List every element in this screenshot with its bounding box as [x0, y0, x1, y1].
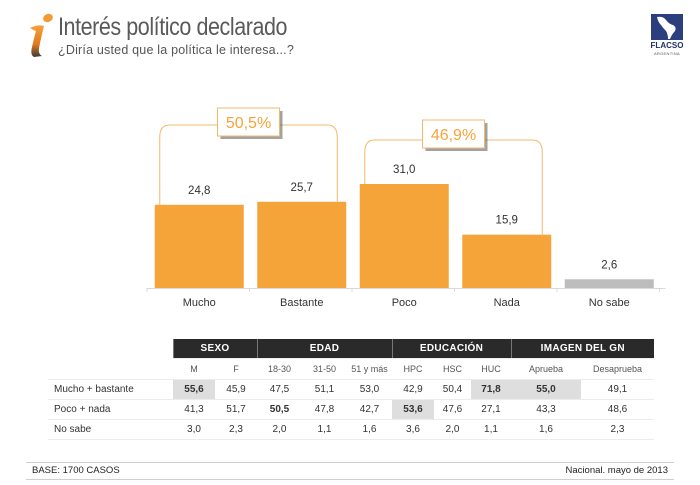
group-header-row: SEXO EDAD EDUCACIÓN IMAGEN DEL GN — [48, 339, 654, 359]
table-cell: 49,1 — [581, 379, 654, 400]
table-cell: 1,1 — [302, 419, 347, 440]
table-cell: 3,0 — [173, 419, 215, 440]
column-header: Aprueba — [511, 358, 581, 380]
annotation-label: 46,9% — [431, 127, 476, 144]
group-header: EDAD — [256, 339, 392, 359]
table-cell: 47,5 — [257, 379, 302, 400]
row-label: Poco + nada — [48, 399, 173, 420]
bar-no-sabe — [564, 279, 654, 288]
column-header: 51 y más — [347, 358, 392, 380]
logo-text: FLACSO — [650, 41, 684, 50]
table-cell: 2,0 — [257, 419, 302, 440]
table-cell: 42,7 — [347, 399, 392, 420]
column-header: M — [173, 358, 215, 380]
table-cell: 2,3 — [215, 419, 257, 440]
table-cell: 43,3 — [511, 399, 581, 420]
table-cell: 55,6 — [173, 379, 215, 400]
data-label: 15,9 — [496, 215, 518, 227]
crosstab-table-container: SEXO EDAD EDUCACIÓN IMAGEN DEL GN M F 18-30 31-… — [48, 339, 654, 440]
bar-poco — [359, 184, 449, 288]
column-header: HPC — [392, 358, 434, 380]
table-cell: 47,6 — [434, 399, 471, 420]
category-label: Nada — [494, 297, 521, 309]
table-cell: 55,0 — [511, 379, 581, 400]
column-header: F — [215, 358, 257, 380]
table-cell: 51,7 — [215, 399, 257, 420]
row-label: Mucho + bastante — [48, 379, 173, 400]
bar-mucho — [154, 204, 244, 288]
table-cell: 2,0 — [434, 419, 471, 440]
table-cell: 50,5 — [257, 399, 302, 420]
bar-bastante — [257, 201, 347, 288]
category-label: Poco — [392, 297, 417, 309]
data-label: 2,6 — [601, 259, 617, 271]
latin-america-map-icon — [651, 14, 683, 40]
table-cell: 2,3 — [581, 419, 654, 440]
table-cell: 27,1 — [471, 399, 511, 420]
crosstab-table: SEXO EDAD EDUCACIÓN IMAGEN DEL GN M F 18-30 31-… — [48, 339, 654, 440]
table-cell: 41,3 — [173, 399, 215, 420]
annotation-box — [422, 119, 485, 149]
column-header: HSC — [434, 358, 471, 380]
group-header: SEXO — [172, 339, 257, 359]
bar-nada — [462, 234, 552, 288]
table-cell: 1,6 — [511, 419, 581, 440]
table-cell: 1,6 — [347, 419, 392, 440]
annotation-label: 50,5% — [226, 115, 271, 132]
data-label: 25,7 — [291, 182, 313, 194]
info-logo-icon — [30, 13, 53, 57]
table-row: Mucho + bastante 55,6 45,9 47,5 51,1 53,0 42,9… — [48, 379, 654, 400]
logo-subtext: ARGENTINA — [653, 51, 681, 56]
table-cell: 53,6 — [392, 399, 434, 420]
column-header: HUC — [471, 358, 511, 380]
table-cell: 71,8 — [471, 379, 511, 400]
column-header: 31-50 — [302, 358, 347, 380]
data-label: 31,0 — [393, 164, 415, 176]
data-label: 24,8 — [188, 185, 210, 197]
column-header: Desaprueba — [581, 358, 654, 380]
page-subtitle: ¿Diría usted que la política le interesa… — [58, 43, 295, 57]
table-cell: 51,1 — [302, 379, 347, 400]
table-row: Poco + nada 41,3 51,7 50,5 47,8 42,7 53,6 47,6 2… — [48, 399, 654, 420]
corner-cell — [48, 339, 173, 358]
bar-chart: 24,8 Mucho 25,7 Bastante 31,0 Poco 15,9 Nada 2,6… — [146, 107, 666, 309]
base-sample-size: BASE: 1700 CASOS — [32, 465, 120, 476]
table-cell: 1,1 — [471, 419, 511, 440]
category-label: No sabe — [589, 297, 630, 309]
column-header: 18-30 — [257, 358, 302, 380]
row-label: No sabe — [48, 419, 173, 440]
corner-cell — [48, 358, 173, 380]
annotation-box — [217, 107, 280, 137]
table-row: No sabe 3,0 2,3 2,0 1,1 1,6 3,6 2,0 1,1 1,6 2,3 — [48, 419, 654, 440]
table-cell: 53,0 — [347, 379, 392, 400]
column-header-row: M F 18-30 31-50 51 y más HPC HSC HUC Aprueba Desa… — [48, 358, 654, 380]
category-label: Bastante — [280, 297, 323, 309]
table-cell: 45,9 — [215, 379, 257, 400]
footer-bar: BASE: 1700 CASOS Nacional. mayo de 2013 — [26, 462, 674, 480]
table-cell: 47,8 — [302, 399, 347, 420]
group-header: EDUCACIÓN — [391, 339, 511, 359]
table-cell: 50,4 — [434, 379, 471, 400]
flacso-logo: FLACSO ARGENTINA — [648, 14, 686, 58]
category-label: Mucho — [183, 297, 216, 309]
page-title: Interés político declarado — [58, 13, 288, 41]
table-cell: 42,9 — [392, 379, 434, 400]
group-header: IMAGEN DEL GN — [510, 339, 654, 359]
table-cell: 3,6 — [392, 419, 434, 440]
table-cell: 48,6 — [581, 399, 654, 420]
source-date: Nacional. mayo de 2013 — [565, 465, 668, 476]
